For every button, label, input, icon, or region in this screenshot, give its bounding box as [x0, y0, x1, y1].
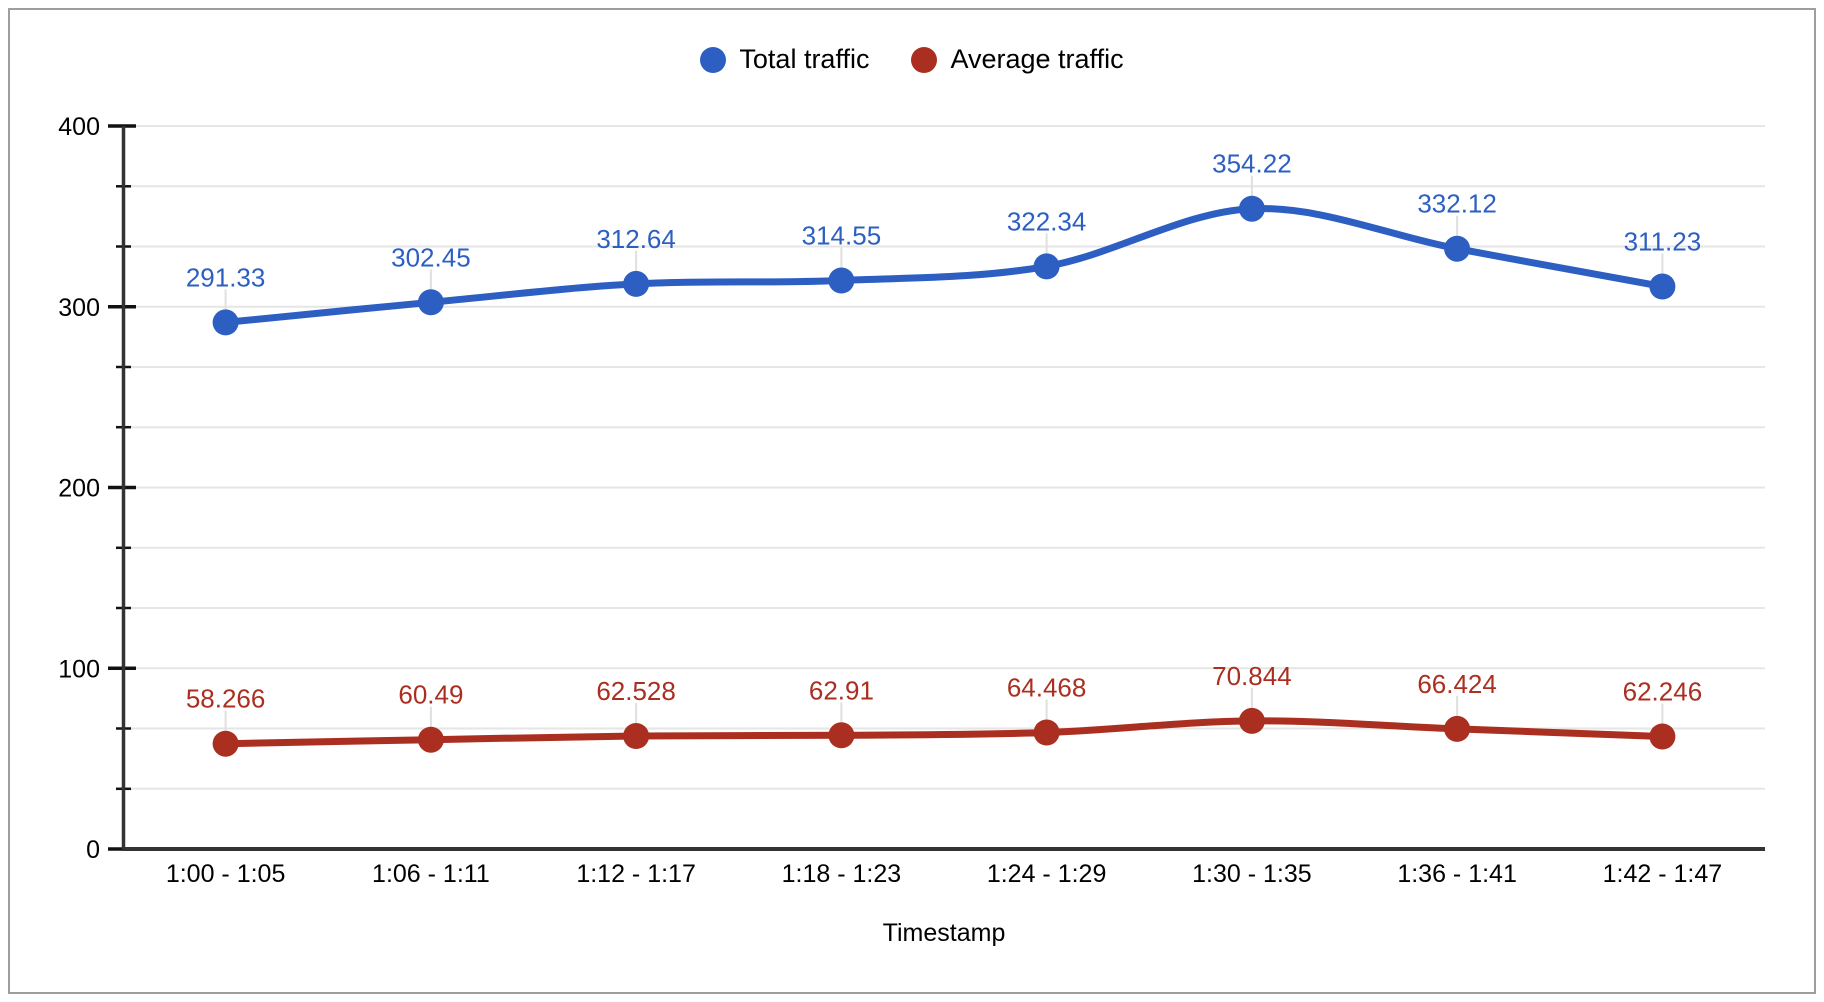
data-point-label-total-traffic: 314.55: [802, 221, 882, 251]
data-point-total-traffic[interactable]: [1238, 195, 1265, 222]
data-point-label-average-traffic: 70.844: [1212, 661, 1292, 691]
data-point-label-total-traffic: 302.45: [391, 242, 471, 272]
legend-item-average-traffic[interactable]: Average traffic: [911, 44, 1124, 75]
data-point-total-traffic[interactable]: [1444, 235, 1471, 262]
x-axis-label: 1:42 - 1:47: [1603, 860, 1723, 888]
x-axis-title: Timestamp: [882, 919, 1006, 947]
data-point-average-traffic[interactable]: [1033, 719, 1060, 746]
x-axis-label: 1:24 - 1:29: [987, 860, 1107, 888]
data-point-average-traffic[interactable]: [1444, 715, 1471, 742]
data-point-label-total-traffic: 312.64: [596, 224, 676, 254]
legend-item-total-traffic[interactable]: Total traffic: [700, 44, 869, 75]
y-axis-label: 400: [58, 113, 100, 141]
x-axis-label: 1:30 - 1:35: [1192, 860, 1312, 888]
data-point-average-traffic[interactable]: [1649, 723, 1676, 750]
data-point-label-total-traffic: 332.12: [1417, 189, 1497, 219]
data-point-label-average-traffic: 62.91: [809, 675, 874, 705]
data-point-label-total-traffic: 322.34: [1007, 206, 1087, 236]
y-axis-label: 200: [58, 475, 100, 503]
series-line-average-traffic: [222, 717, 1666, 748]
legend: Total traffic Average traffic: [0, 44, 1824, 75]
x-axis-label: 1:12 - 1:17: [576, 860, 696, 888]
data-point-average-traffic[interactable]: [623, 723, 650, 749]
data-point-label-total-traffic: 354.22: [1212, 149, 1292, 179]
data-point-average-traffic[interactable]: [1238, 707, 1265, 734]
data-point-average-traffic[interactable]: [212, 730, 239, 757]
y-axis-label: 100: [58, 655, 100, 683]
y-axis-label: 0: [86, 836, 100, 864]
data-point-total-traffic[interactable]: [1649, 273, 1676, 300]
series-line-total-traffic: [222, 205, 1666, 326]
data-point-average-traffic[interactable]: [828, 722, 855, 749]
data-point-total-traffic[interactable]: [828, 267, 855, 294]
data-point-label-average-traffic: 64.468: [1007, 673, 1087, 703]
data-point-average-traffic[interactable]: [417, 726, 444, 753]
average-traffic-marker-icon: [911, 46, 938, 73]
data-point-label-average-traffic: 60.49: [398, 680, 463, 710]
data-point-label-total-traffic: 311.23: [1624, 227, 1702, 257]
x-axis-label: 1:00 - 1:05: [166, 860, 286, 888]
data-point-total-traffic[interactable]: [1033, 253, 1060, 280]
legend-label-total-traffic: Total traffic: [739, 44, 870, 74]
data-point-label-average-traffic: 62.246: [1623, 677, 1703, 707]
x-axis-label: 1:36 - 1:41: [1397, 860, 1517, 888]
x-axis-label: 1:18 - 1:23: [782, 860, 902, 888]
data-point-label-average-traffic: 62.528: [596, 676, 676, 706]
data-point-total-traffic[interactable]: [212, 309, 239, 336]
total-traffic-marker-icon: [700, 46, 727, 73]
legend-label-average-traffic: Average traffic: [950, 44, 1124, 74]
data-point-label-average-traffic: 66.424: [1417, 669, 1497, 699]
data-point-total-traffic[interactable]: [623, 270, 650, 297]
chart-border: [8, 8, 1816, 994]
x-axis-label: 1:06 - 1:11: [372, 860, 490, 888]
data-point-label-average-traffic: 58.266: [186, 684, 266, 714]
data-point-total-traffic[interactable]: [417, 289, 444, 316]
y-axis-label: 300: [58, 294, 100, 322]
data-point-label-total-traffic: 291.33: [186, 262, 266, 292]
